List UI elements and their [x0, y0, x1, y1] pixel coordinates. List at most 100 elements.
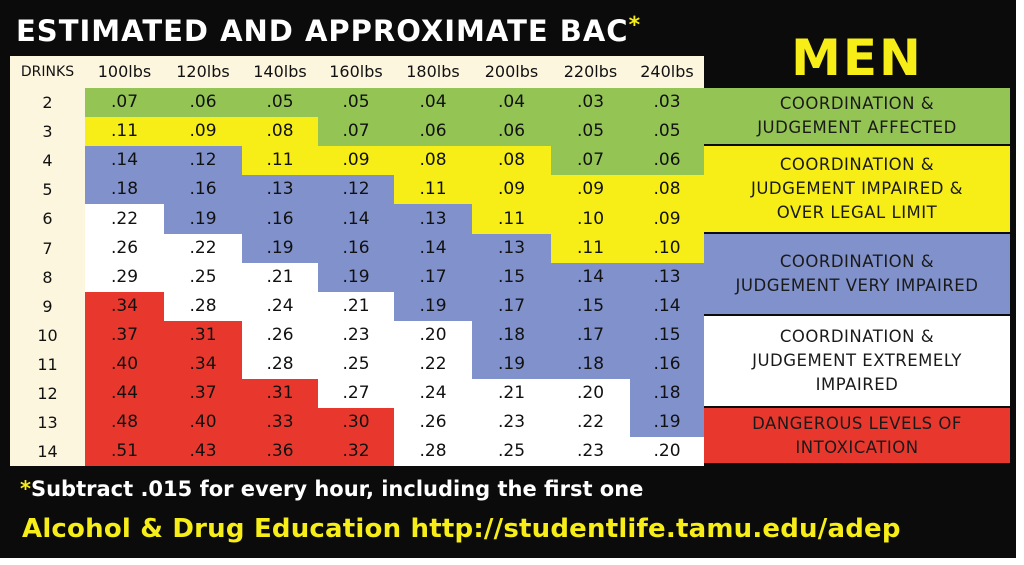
bac-cell: .19: [318, 263, 394, 292]
bac-cell: .32: [318, 437, 394, 466]
bac-cell: .31: [164, 321, 242, 350]
bac-cell: .25: [318, 350, 394, 379]
bac-cell: .05: [318, 88, 394, 117]
bac-cell: .19: [394, 292, 472, 321]
bac-cell: .22: [164, 234, 242, 263]
legend-item-yellow: COORDINATION & JUDGEMENT IMPAIRED & OVER L…: [704, 146, 1010, 232]
bac-cell: .12: [164, 146, 242, 175]
drinks-count: 14: [10, 437, 85, 466]
legend-text: COORDINATION &: [779, 252, 935, 271]
legend-text: COORDINATION &: [779, 327, 935, 346]
bac-cell: .08: [472, 146, 551, 175]
weight-header: 100lbs: [85, 56, 164, 88]
bac-cell: .19: [630, 408, 704, 437]
bac-cell: .07: [318, 117, 394, 146]
legend-item-red: DANGEROUS LEVELS OF INTOXICATION: [704, 408, 1010, 463]
bac-cell: .13: [394, 204, 472, 234]
legend-item-white: COORDINATION & JUDGEMENT EXTREMELY IMPAIRE…: [704, 316, 1010, 406]
bac-cell: .11: [394, 175, 472, 204]
bac-cell: .08: [394, 146, 472, 175]
bac-cell: .21: [472, 379, 551, 408]
drinks-count: 5: [10, 175, 85, 204]
weight-header: 120lbs: [164, 56, 242, 88]
bac-cell: .22: [85, 204, 164, 234]
legend-text: COORDINATION &: [779, 94, 935, 113]
gender-label: MEN: [791, 29, 923, 87]
drinks-count: 4: [10, 146, 85, 175]
bac-cell: .28: [394, 437, 472, 466]
bac-cell: .18: [551, 350, 630, 379]
bac-cell: .26: [85, 234, 164, 263]
footnote-asterisk: *: [20, 477, 31, 501]
bac-cell: .03: [630, 88, 704, 117]
footnote-text: Subtract .015 for every hour, including …: [30, 477, 644, 501]
bac-cell: .30: [318, 408, 394, 437]
bac-cell: .36: [242, 437, 318, 466]
bac-cell: .25: [164, 263, 242, 292]
bac-cell: .23: [551, 437, 630, 466]
bac-cell: .19: [164, 204, 242, 234]
drinks-count: 7: [10, 234, 85, 263]
weight-header: 180lbs: [394, 56, 472, 88]
bac-cell: .28: [242, 350, 318, 379]
bac-cell: .20: [551, 379, 630, 408]
bac-cell: .09: [318, 146, 394, 175]
bac-cell: .40: [164, 408, 242, 437]
bac-cell: .04: [394, 88, 472, 117]
drinks-count: 2: [10, 88, 85, 117]
weight-header: 200lbs: [472, 56, 551, 88]
bac-cell: .08: [242, 117, 318, 146]
legend-text: IMPAIRED: [815, 375, 899, 394]
bac-cell: .09: [630, 204, 704, 234]
legend-item-blue: COORDINATION & JUDGEMENT VERY IMPAIRED: [704, 234, 1010, 314]
bac-cell: .07: [551, 146, 630, 175]
bac-cell: .22: [551, 408, 630, 437]
bac-cell: .10: [630, 234, 704, 263]
bac-cell: .05: [630, 117, 704, 146]
legend-text: JUDGEMENT VERY IMPAIRED: [735, 276, 979, 295]
bac-cell: .11: [472, 204, 551, 234]
bac-cell: .06: [472, 117, 551, 146]
bac-cell: .51: [85, 437, 164, 466]
bac-cell: .37: [85, 321, 164, 350]
weight-header: 160lbs: [318, 56, 394, 88]
chart-title: ESTIMATED AND APPROXIMATE BAC*: [16, 14, 641, 49]
drinks-count: 13: [10, 408, 85, 437]
bac-cell: .25: [472, 437, 551, 466]
bac-cell: .14: [394, 234, 472, 263]
bac-cell: .18: [630, 379, 704, 408]
bac-cell: .15: [630, 321, 704, 350]
bac-cell: .37: [164, 379, 242, 408]
legend-text: DANGEROUS LEVELS OF: [752, 413, 962, 433]
bac-cell: .15: [472, 263, 551, 292]
legend-text: JUDGEMENT IMPAIRED &: [750, 179, 964, 198]
bac-cell: .11: [551, 234, 630, 263]
bac-cell: .16: [318, 234, 394, 263]
bac-cell: .11: [85, 117, 164, 146]
bac-cell: .14: [85, 146, 164, 175]
bac-cell: .17: [394, 263, 472, 292]
bac-cell: .34: [85, 292, 164, 321]
bac-cell: .33: [242, 408, 318, 437]
drinks-count: 9: [10, 292, 85, 321]
bac-cell: .22: [394, 350, 472, 379]
bac-cell: .40: [85, 350, 164, 379]
bac-cell: .20: [394, 321, 472, 350]
bac-cell: .17: [551, 321, 630, 350]
bac-cell: .14: [318, 204, 394, 234]
weight-header: 140lbs: [242, 56, 318, 88]
bac-chart-frame: ESTIMATED AND APPROXIMATE BAC* MEN DRINK…: [0, 0, 1016, 558]
bac-cell: .13: [242, 175, 318, 204]
bac-cell: .06: [630, 146, 704, 175]
drinks-count: 8: [10, 263, 85, 292]
drinks-count: 11: [10, 350, 85, 379]
bac-cell: .29: [85, 263, 164, 292]
bac-cell: .44: [85, 379, 164, 408]
legend-text: OVER LEGAL LIMIT: [776, 203, 938, 222]
bac-cell: .34: [164, 350, 242, 379]
bac-cell: .08: [630, 175, 704, 204]
bac-cell: .09: [472, 175, 551, 204]
legend-text: INTOXICATION: [795, 437, 919, 457]
bac-cell: .04: [472, 88, 551, 117]
bac-cell: .43: [164, 437, 242, 466]
